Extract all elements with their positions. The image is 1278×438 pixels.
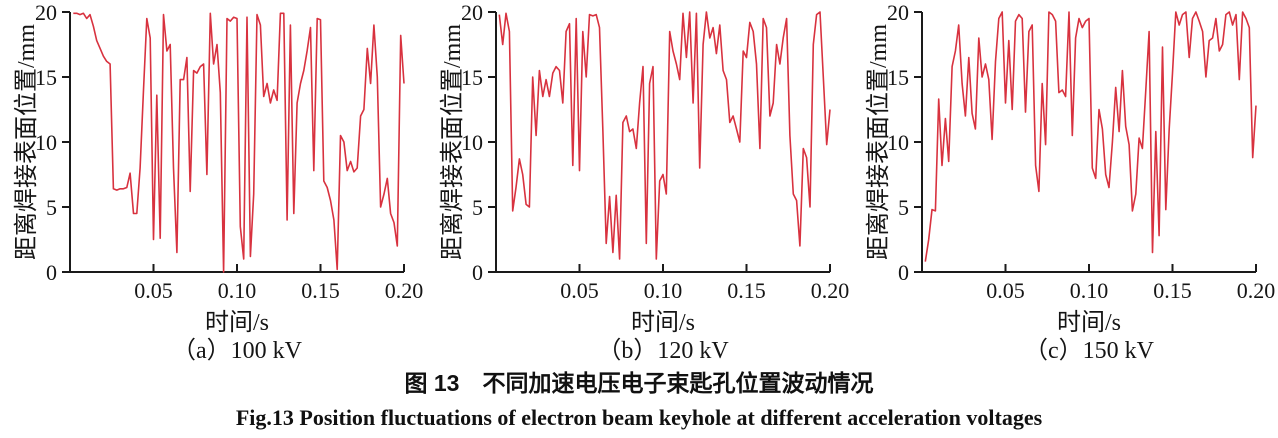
plot-area: 0 5 10 15 20 0.05 0.10 0.15 0.20 <box>887 0 1275 303</box>
x-tick-label: 0.15 <box>301 278 340 303</box>
y-tick-label: 15 <box>461 65 483 90</box>
x-tick-label: 0.10 <box>218 278 257 303</box>
y-tick-label: 5 <box>898 195 909 220</box>
x-axis-label: 时间/s <box>205 309 269 336</box>
y-tick-label: 0 <box>898 260 909 285</box>
x-tick-label: 0.20 <box>811 278 850 303</box>
x-tick-label: 0.10 <box>1070 278 1109 303</box>
y-axis-label: 距离焊接表面位置/mm <box>13 24 40 260</box>
panel-label: （b）120 kV <box>597 338 729 362</box>
x-tick-label: 0.10 <box>644 278 683 303</box>
figure-caption-zh: 图 13 不同加速电压电子束匙孔位置波动情况 <box>404 370 874 396</box>
y-tick-label: 5 <box>472 195 483 220</box>
y-tick-label: 10 <box>887 130 909 155</box>
x-tick-label: 0.15 <box>727 278 766 303</box>
y-tick-label: 5 <box>46 195 57 220</box>
subplot-row: 距离焊接表面位置/mm 0 5 10 15 20 0.05 0.10 0.15 0.20 时间/… <box>13 0 1275 362</box>
x-tick-label: 0.20 <box>385 278 424 303</box>
plot-area: 0 5 10 15 20 0.05 0.10 0.15 0.20 <box>35 0 423 303</box>
y-tick-label: 15 <box>887 65 909 90</box>
y-axis-label: 距离焊接表面位置/mm <box>439 24 466 260</box>
y-tick-label: 0 <box>46 260 57 285</box>
y-tick-label: 0 <box>472 260 483 285</box>
x-tick-label: 0.05 <box>986 278 1025 303</box>
x-axis-label: 时间/s <box>1057 309 1121 336</box>
figure-caption-en: Fig.13 Position fluctuations of electron… <box>235 405 1043 430</box>
x-tick-label: 0.05 <box>560 278 599 303</box>
subplot-c: 距离焊接表面位置/mm 0 5 10 15 20 0.05 0.10 0.15 0.20 时间/… <box>865 0 1275 362</box>
y-tick-label: 15 <box>35 65 57 90</box>
axis-spines <box>495 12 830 273</box>
data-line <box>498 11 831 260</box>
data-line <box>924 11 1257 262</box>
panel-label: （c）150 kV <box>1024 338 1155 362</box>
x-tick-label: 0.20 <box>1237 278 1276 303</box>
plot-area: 0 5 10 15 20 0.05 0.10 0.15 0.20 <box>461 0 849 303</box>
y-tick-label: 10 <box>35 130 57 155</box>
y-axis-label: 距离焊接表面位置/mm <box>865 24 892 260</box>
subplot-b: 距离焊接表面位置/mm 0 5 10 15 20 0.05 0.10 0.15 0.20 时间/… <box>439 0 849 362</box>
x-tick-label: 0.05 <box>134 278 173 303</box>
y-tick-label: 10 <box>461 130 483 155</box>
subplot-a: 距离焊接表面位置/mm 0 5 10 15 20 0.05 0.10 0.15 0.20 时间/… <box>13 0 423 362</box>
y-tick-label: 20 <box>887 0 909 25</box>
data-line <box>73 12 405 273</box>
panel-label: （a）100 kV <box>172 338 303 362</box>
x-tick-label: 0.15 <box>1153 278 1192 303</box>
y-tick-label: 20 <box>461 0 483 25</box>
x-axis-label: 时间/s <box>631 309 695 336</box>
y-tick-label: 20 <box>35 0 57 25</box>
